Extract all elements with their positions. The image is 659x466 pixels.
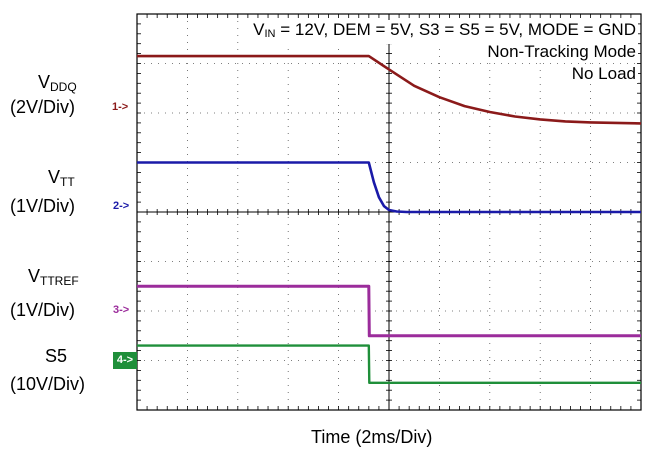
trace-s5	[137, 344, 641, 384]
channel2-marker: 2->	[113, 200, 130, 212]
channel2-name: VTT	[48, 167, 75, 189]
channel1-name: VDDQ	[38, 72, 77, 94]
trace-vtt	[137, 161, 641, 214]
annotation-line2: Non-Tracking Mode	[485, 42, 638, 61]
channel4-marker: 4->	[113, 352, 137, 369]
x-axis-label: Time (2ms/Div)	[311, 427, 433, 447]
traces	[137, 54, 642, 384]
trace-vttref	[137, 284, 641, 338]
channel3-scale: (1V/Div)	[10, 300, 76, 320]
channel3-name: VTTREF	[28, 266, 79, 288]
channel1-scale: (2V/Div)	[10, 97, 76, 117]
trace-vddq	[137, 54, 642, 125]
grid	[136, 13, 642, 411]
channel4-scale: (10V/Div)	[10, 374, 86, 394]
channel3-marker: 3->	[113, 304, 130, 316]
annotation-line3: No Load	[569, 64, 638, 83]
annotation-box: VIN = 12V, DEM = 5V, S3 = S5 = 5V, MODE …	[251, 20, 638, 44]
channel2-scale: (1V/Div)	[10, 196, 76, 216]
channel4-name: S5	[45, 346, 68, 366]
channel1-marker: 1->	[112, 101, 129, 113]
annotation-line1: VIN = 12V, DEM = 5V, S3 = S5 = 5V, MODE …	[253, 20, 636, 40]
